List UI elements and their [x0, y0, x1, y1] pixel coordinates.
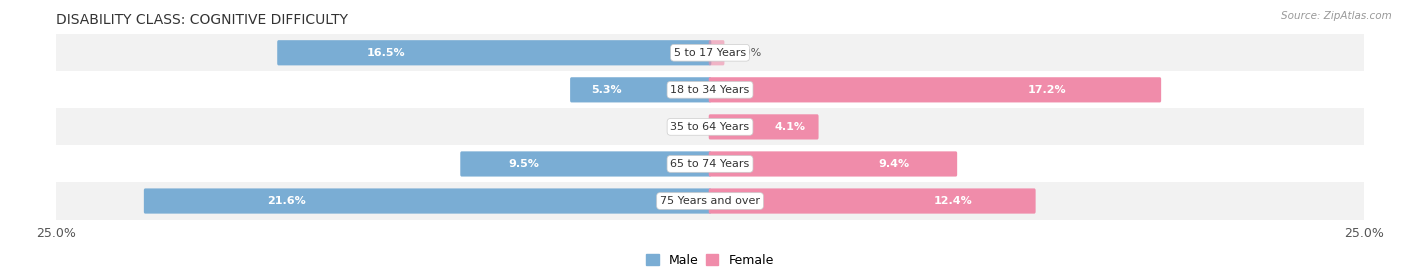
FancyBboxPatch shape — [143, 188, 711, 214]
Text: 35 to 64 Years: 35 to 64 Years — [671, 122, 749, 132]
Bar — [56, 71, 1364, 108]
Text: 21.6%: 21.6% — [267, 196, 305, 206]
FancyBboxPatch shape — [569, 77, 711, 102]
FancyBboxPatch shape — [709, 114, 818, 140]
FancyBboxPatch shape — [709, 188, 1036, 214]
Bar — [56, 108, 1364, 146]
Text: 5 to 17 Years: 5 to 17 Years — [673, 48, 747, 58]
Text: 9.5%: 9.5% — [508, 159, 538, 169]
Bar — [56, 146, 1364, 183]
FancyBboxPatch shape — [460, 151, 711, 177]
FancyBboxPatch shape — [709, 151, 957, 177]
Bar — [56, 34, 1364, 71]
Bar — [56, 183, 1364, 220]
FancyBboxPatch shape — [709, 40, 724, 65]
Text: 5.3%: 5.3% — [591, 85, 621, 95]
Text: 18 to 34 Years: 18 to 34 Years — [671, 85, 749, 95]
Text: 17.2%: 17.2% — [1028, 85, 1067, 95]
Text: 75 Years and over: 75 Years and over — [659, 196, 761, 206]
Legend: Male, Female: Male, Female — [641, 249, 779, 270]
Text: 65 to 74 Years: 65 to 74 Years — [671, 159, 749, 169]
Text: DISABILITY CLASS: COGNITIVE DIFFICULTY: DISABILITY CLASS: COGNITIVE DIFFICULTY — [56, 13, 349, 27]
Text: 16.5%: 16.5% — [367, 48, 406, 58]
FancyBboxPatch shape — [277, 40, 711, 65]
Text: Source: ZipAtlas.com: Source: ZipAtlas.com — [1281, 11, 1392, 21]
Text: 0.0%: 0.0% — [734, 48, 762, 58]
Text: 12.4%: 12.4% — [934, 196, 973, 206]
Text: 4.1%: 4.1% — [775, 122, 806, 132]
FancyBboxPatch shape — [709, 77, 1161, 102]
Text: 9.4%: 9.4% — [879, 159, 910, 169]
Text: 0.0%: 0.0% — [671, 122, 700, 132]
